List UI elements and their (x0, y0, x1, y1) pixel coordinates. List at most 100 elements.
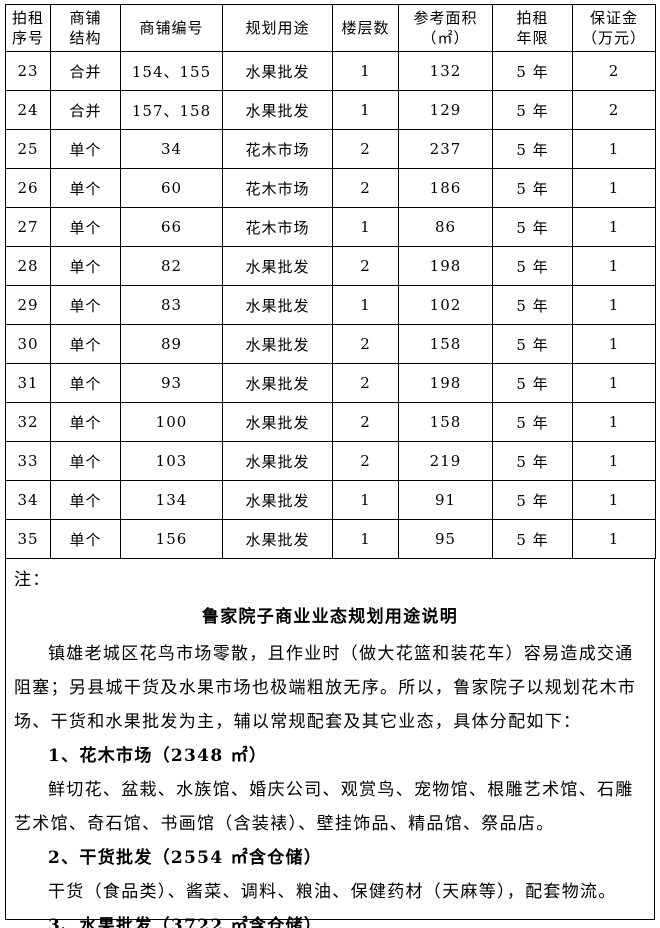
cell-planned-use: 水果批发 (222, 51, 333, 91)
cell-structure: 合并 (50, 51, 121, 91)
note-paragraph: 镇雄老城区花鸟市场零散，且作业时（做大花篮和装花车）容易造成交通阻塞；另县城干货… (14, 644, 637, 732)
cell-term: 5 年 (492, 363, 573, 403)
cell-deposit: 1 (572, 324, 656, 364)
cell-term: 5 年 (492, 441, 573, 481)
cell-auction-no: 29 (5, 285, 51, 325)
cell-deposit: 1 (572, 402, 656, 442)
shops-table: 拍租 序号 商铺 结构 商铺编号 规划用途 楼层数 参考面积 （㎡） 拍租 年限… (5, 4, 656, 559)
cell-planned-use: 水果批发 (222, 246, 333, 286)
table-row: 26 单个 60 花木市场 2 186 5 年 1 (5, 168, 656, 208)
table-row: 27 单个 66 花木市场 1 86 5 年 1 (5, 207, 656, 247)
cell-planned-use: 水果批发 (222, 324, 333, 364)
cell-term: 5 年 (492, 246, 573, 286)
cell-area: 86 (398, 207, 493, 247)
cell-deposit: 1 (572, 129, 656, 169)
table-row: 24 合并 157、158 水果批发 1 129 5 年 2 (5, 90, 656, 130)
cell-deposit: 1 (572, 246, 656, 286)
notes-section: 注： 鲁家院子商业业态规划用途说明 镇雄老城区花鸟市场零散，且作业时（做大花篮和… (5, 559, 655, 928)
cell-area: 237 (398, 129, 493, 169)
header-auction-no: 拍租 序号 (5, 4, 51, 52)
cell-floors: 1 (332, 480, 399, 520)
cell-deposit: 2 (572, 51, 656, 91)
table-row: 23 合并 154、155 水果批发 1 132 5 年 2 (5, 51, 656, 91)
cell-shop-number: 100 (120, 402, 223, 442)
cell-auction-no: 32 (5, 402, 51, 442)
cell-term: 5 年 (492, 324, 573, 364)
cell-area: 91 (398, 480, 493, 520)
cell-floors: 2 (332, 129, 399, 169)
cell-auction-no: 27 (5, 207, 51, 247)
cell-deposit: 1 (572, 285, 656, 325)
cell-auction-no: 35 (5, 519, 51, 559)
cell-shop-number: 156 (120, 519, 223, 559)
table-row: 30 单个 89 水果批发 2 158 5 年 1 (5, 324, 656, 364)
cell-planned-use: 水果批发 (222, 90, 333, 130)
cell-shop-number: 82 (120, 246, 223, 286)
cell-floors: 2 (332, 363, 399, 403)
cell-auction-no: 34 (5, 480, 51, 520)
note-item-3-title: 3、水果批发（3722 ㎡含仓储） (48, 916, 323, 928)
table-header-row: 拍租 序号 商铺 结构 商铺编号 规划用途 楼层数 参考面积 （㎡） 拍租 年限… (5, 4, 656, 52)
cell-deposit: 1 (572, 441, 656, 481)
cell-structure: 单个 (50, 402, 121, 442)
cell-floors: 1 (332, 285, 399, 325)
cell-auction-no: 25 (5, 129, 51, 169)
cell-deposit: 1 (572, 480, 656, 520)
cell-planned-use: 花木市场 (222, 129, 333, 169)
note-label: 注： (14, 570, 51, 590)
cell-planned-use: 水果批发 (222, 519, 333, 559)
table-row: 32 单个 100 水果批发 2 158 5 年 1 (5, 402, 656, 442)
cell-area: 129 (398, 90, 493, 130)
header-lease-term: 拍租 年限 (492, 4, 573, 52)
cell-floors: 2 (332, 402, 399, 442)
cell-term: 5 年 (492, 51, 573, 91)
cell-structure: 单个 (50, 519, 121, 559)
cell-shop-number: 134 (120, 480, 223, 520)
note-item-2-body: 干货（食品类）、酱菜、调料、粮油、保健药材（天麻等），配套物流。 (48, 882, 617, 902)
header-deposit: 保证金 （万元） (572, 4, 656, 52)
cell-deposit: 1 (572, 207, 656, 247)
cell-planned-use: 水果批发 (222, 441, 333, 481)
cell-auction-no: 28 (5, 246, 51, 286)
cell-structure: 单个 (50, 168, 121, 208)
cell-deposit: 1 (572, 168, 656, 208)
cell-floors: 1 (332, 519, 399, 559)
cell-shop-number: 34 (120, 129, 223, 169)
cell-shop-number: 93 (120, 363, 223, 403)
cell-deposit: 2 (572, 90, 656, 130)
cell-planned-use: 水果批发 (222, 480, 333, 520)
cell-auction-no: 23 (5, 51, 51, 91)
table-row: 29 单个 83 水果批发 1 102 5 年 1 (5, 285, 656, 325)
cell-shop-number: 157、158 (120, 90, 223, 130)
cell-floors: 1 (332, 51, 399, 91)
cell-structure: 合并 (50, 90, 121, 130)
header-shop-number: 商铺编号 (120, 4, 223, 52)
cell-planned-use: 水果批发 (222, 402, 333, 442)
cell-shop-number: 83 (120, 285, 223, 325)
cell-structure: 单个 (50, 246, 121, 286)
cell-auction-no: 24 (5, 90, 51, 130)
cell-area: 95 (398, 519, 493, 559)
cell-floors: 1 (332, 90, 399, 130)
table-row: 28 单个 82 水果批发 2 198 5 年 1 (5, 246, 656, 286)
cell-structure: 单个 (50, 480, 121, 520)
cell-shop-number: 66 (120, 207, 223, 247)
cell-structure: 单个 (50, 363, 121, 403)
cell-floors: 2 (332, 324, 399, 364)
cell-shop-number: 89 (120, 324, 223, 364)
cell-planned-use: 花木市场 (222, 207, 333, 247)
cell-area: 198 (398, 363, 493, 403)
header-shop-structure: 商铺 结构 (50, 4, 121, 52)
cell-floors: 2 (332, 168, 399, 208)
table-row: 25 单个 34 花木市场 2 237 5 年 1 (5, 129, 656, 169)
cell-area: 102 (398, 285, 493, 325)
cell-planned-use: 水果批发 (222, 285, 333, 325)
cell-shop-number: 60 (120, 168, 223, 208)
cell-term: 5 年 (492, 90, 573, 130)
cell-area: 186 (398, 168, 493, 208)
cell-shop-number: 103 (120, 441, 223, 481)
cell-term: 5 年 (492, 168, 573, 208)
cell-floors: 2 (332, 246, 399, 286)
cell-structure: 单个 (50, 207, 121, 247)
